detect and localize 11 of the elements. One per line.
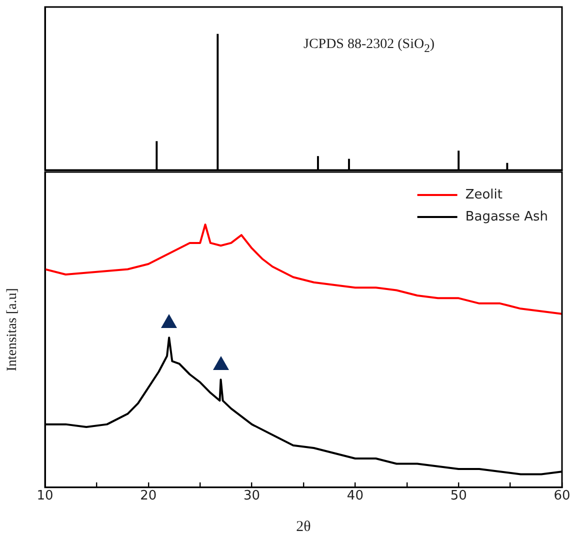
x-tick-label: 50 bbox=[450, 488, 467, 504]
y-axis-title: Intensitas [a.u] bbox=[5, 288, 20, 372]
x-axis-title: 2θ bbox=[296, 518, 311, 535]
legend-label: Bagasse Ash bbox=[465, 209, 548, 224]
x-tick-label: 30 bbox=[244, 488, 260, 504]
x-tick-label: 20 bbox=[140, 488, 157, 504]
legend-label: Zeolit bbox=[465, 187, 503, 202]
annotation: JCPDS 88-2302 (SiO$_{2}$) bbox=[304, 37, 435, 55]
x-tick-label: 40 bbox=[346, 488, 364, 504]
x-tick-label: 10 bbox=[36, 488, 54, 504]
x-tick-label: 60 bbox=[554, 488, 570, 504]
